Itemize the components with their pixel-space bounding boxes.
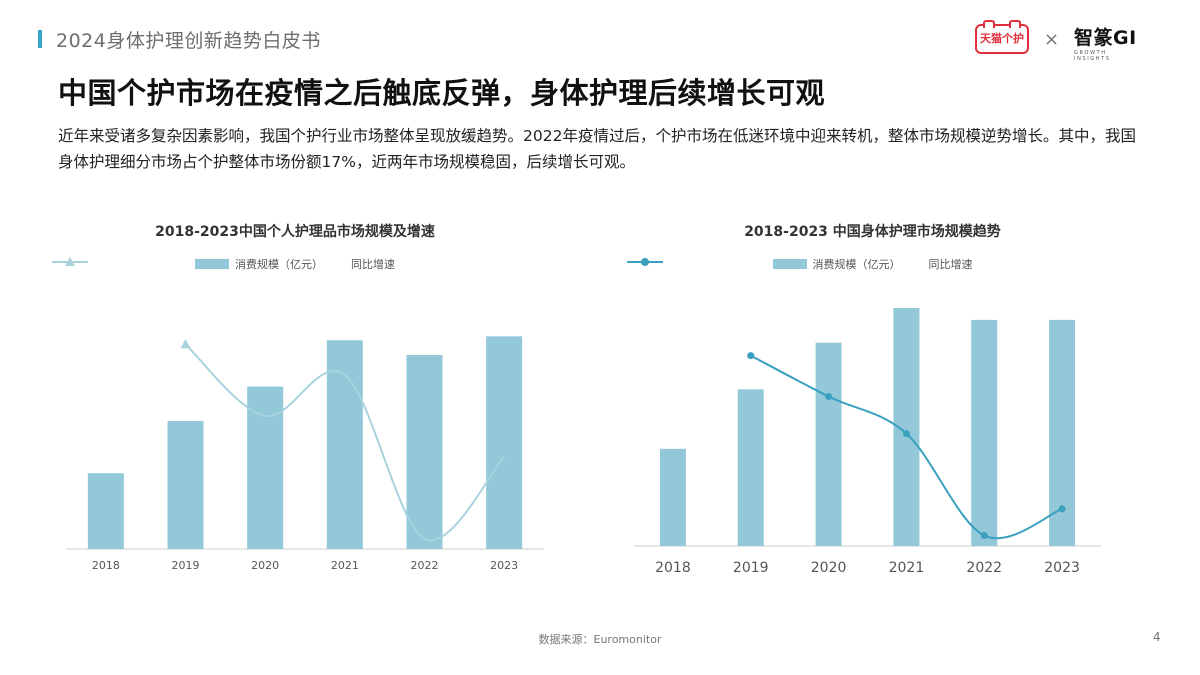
legend-item-line: 同比增速 — [52, 256, 395, 272]
chart-body-care-market: 2018-2023 中国身体护理市场规模趋势 消费规模（亿元） 同比增速 201… — [625, 208, 1120, 593]
growth-point-2022 — [980, 532, 988, 540]
bar-2019 — [167, 421, 204, 549]
header-accent-bar — [38, 30, 42, 48]
tick-label-2021: 2021 — [889, 560, 925, 576]
tick-label-2018: 2018 — [655, 560, 691, 576]
growth-rate-line — [184, 343, 505, 542]
page-number: 4 — [1153, 630, 1161, 644]
bar-2022 — [971, 319, 998, 546]
legend-label: 同比增速 — [351, 258, 395, 271]
gi-logo-subtitle: GROWTH INSIGHTS — [1074, 50, 1111, 62]
bar-2018 — [659, 448, 686, 546]
growth-point-2019 — [180, 339, 191, 349]
chart-personal-care-market: 2018-2023中国个人护理品市场规模及增速 消费规模（亿元） 同比增速 20… — [50, 208, 544, 593]
legend-line-swatch-circle-icon — [627, 258, 663, 266]
chart-title: 2018-2023中国个人护理品市场规模及增速 — [155, 224, 435, 240]
chart-legend: 消费规模（亿元） 同比增速 — [50, 256, 540, 272]
growth-point-2020 — [825, 393, 833, 401]
tick-label-2019: 2019 — [172, 559, 200, 572]
tick-label-2018: 2018 — [92, 559, 120, 572]
intro-paragraph: 近年来受诸多复杂因素影响，我国个护行业市场整体呈现放缓趋势。2022年疫情过后，… — [58, 127, 1136, 171]
gi-logo: 智篆GI GROWTH INSIGHTS — [1074, 27, 1144, 62]
legend-label: 消费规模（亿元） — [812, 258, 901, 271]
report-title: 2024身体护理创新趋势白皮书 — [56, 30, 321, 52]
tick-label-2022: 2022 — [411, 559, 439, 572]
bar-2020 — [815, 342, 842, 546]
tick-label-2022: 2022 — [966, 560, 1002, 576]
chart-plot-area: 2018 2019 2020 2021 2022 2023 — [634, 308, 1101, 576]
chart-title: 2018-2023 中国身体护理市场规模趋势 — [744, 224, 1001, 240]
legend-label: 消费规模（亿元） — [235, 258, 323, 271]
legend-item-bar: 消费规模（亿元） — [772, 256, 901, 272]
tick-label-2021: 2021 — [331, 559, 359, 572]
legend-label: 同比增速 — [928, 258, 973, 271]
gi-logo-name: 智篆GI — [1074, 27, 1137, 49]
bar-2023 — [486, 336, 523, 549]
chart-legend: 消费规模（亿元） 同比增速 — [625, 256, 1120, 272]
growth-point-2019 — [747, 352, 755, 360]
tick-label-2023: 2023 — [490, 559, 518, 572]
legend-bar-swatch — [772, 259, 807, 269]
growth-point-2023 — [1058, 505, 1066, 513]
data-source: 数据来源：Euromonitor — [538, 633, 662, 646]
chart-plot-area: 2018 2019 2020 2021 2022 2023 — [66, 336, 544, 572]
legend-item-line: 同比增速 — [627, 256, 973, 272]
growth-point-2021 — [902, 430, 910, 438]
bar-2018 — [87, 473, 124, 549]
page-title: 中国个护市场在疫情之后触底反弹，身体护理后续增长可观 — [58, 76, 826, 110]
tick-label-2019: 2019 — [733, 560, 769, 576]
tick-label-2023: 2023 — [1044, 560, 1080, 576]
legend-line-swatch-triangle-icon — [52, 257, 88, 266]
legend-bar-swatch — [195, 259, 229, 269]
legend-item-bar: 消费规模（亿元） — [195, 256, 323, 272]
tick-label-2020: 2020 — [811, 560, 847, 576]
logo-separator: × — [1044, 29, 1060, 50]
tick-label-2020: 2020 — [251, 559, 279, 572]
bar-2019 — [737, 389, 764, 546]
tmall-logo: 天猫个护 — [975, 20, 1029, 54]
bar-2022 — [406, 355, 443, 549]
